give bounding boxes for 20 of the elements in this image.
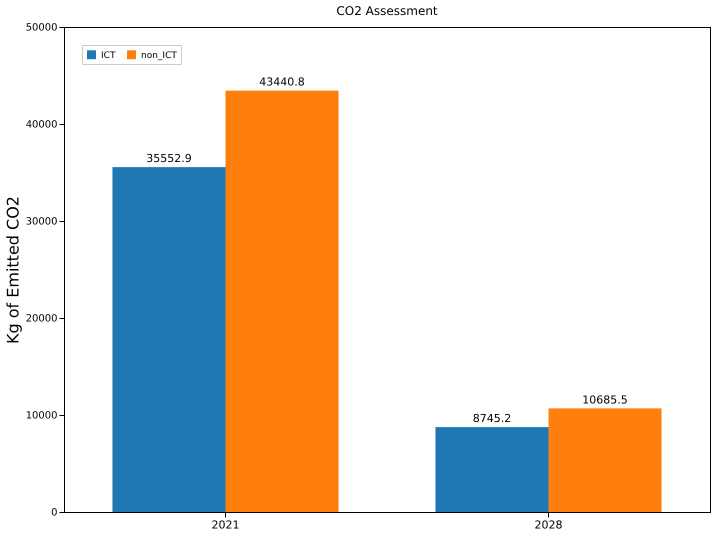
bar — [435, 427, 548, 512]
bar — [548, 408, 662, 512]
data-label: 35552.9 — [146, 152, 192, 166]
y-tick-label: 0 — [51, 508, 58, 518]
legend-label: non_ICT — [141, 50, 178, 61]
bar — [226, 90, 339, 512]
y-tick-label: 30000 — [26, 216, 58, 228]
x-tick-label: 2021 — [212, 518, 240, 532]
data-label: 8745.2 — [472, 412, 512, 426]
y-tick-label: 20000 — [26, 314, 58, 324]
y-axis-title: Kg of Emitted CO2 — [4, 196, 23, 344]
x-tick-label: 2028 — [534, 518, 562, 532]
y-tick-label: 40000 — [26, 120, 58, 130]
y-tick-label: 10000 — [26, 410, 58, 422]
y-tick-label: 50000 — [26, 22, 58, 34]
chart-title: CO2 Assessment — [336, 4, 438, 18]
bar — [112, 167, 226, 512]
data-label: 10685.5 — [582, 393, 628, 406]
legend-label: ICT — [101, 50, 116, 61]
data-label: 43440.8 — [259, 76, 305, 89]
